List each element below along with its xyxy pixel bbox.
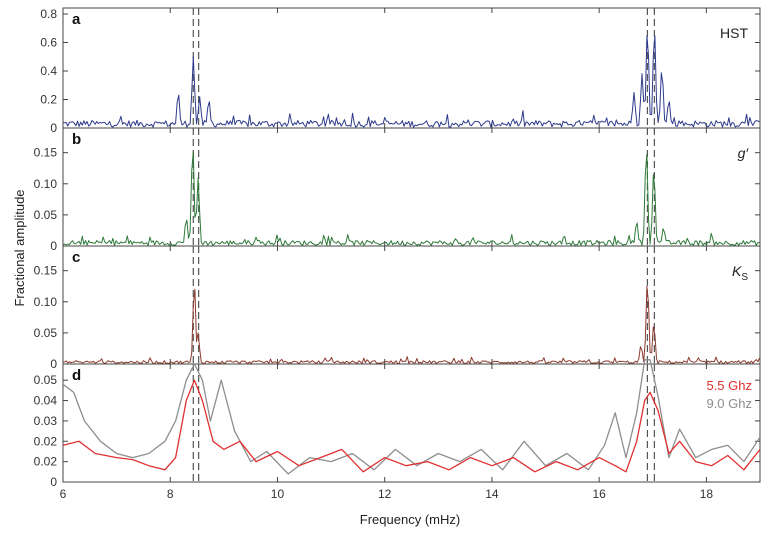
y-tick-label: 0.10 [34, 177, 58, 191]
panel-letter: c [72, 249, 80, 266]
y-tick-label: 0.15 [34, 264, 58, 278]
y-tick-label: 0.03 [34, 414, 58, 428]
spectrum-line [62, 35, 760, 128]
panel-letter: b [72, 131, 81, 148]
x-tick-label: 14 [485, 487, 499, 501]
spectrum-line [62, 286, 760, 365]
x-axis-label: Frequency (mHz) [360, 512, 460, 527]
panel-tag: g′ [738, 145, 750, 161]
panel-d: 0 0.02 0.02 0.03 0.04 0.05 5.5 Ghz 9.0 Ghz d [34, 359, 761, 489]
y-tick-label: 0.10 [34, 295, 58, 309]
panel-tag: HST [720, 25, 748, 41]
x-tick-label: 12 [378, 487, 392, 501]
panel-frame [62, 127, 761, 247]
y-tick-label: 0.15 [34, 146, 58, 160]
y-tick-label: 0.6 [40, 36, 57, 50]
y-tick-label: 0 [50, 239, 57, 253]
x-tick-label: 16 [592, 487, 606, 501]
panel-a: 0 0.2 0.4 0.6 0.8 a HST [40, 7, 761, 135]
panels: 0 0.2 0.4 0.6 0.8 a HST 0 0.05 0.10 0.15 b g′ 0 0.05 0.… [34, 7, 761, 501]
x-tick-label: 6 [60, 487, 67, 501]
y-tick-label: 0.8 [40, 7, 57, 21]
x-tick-label: 18 [700, 487, 714, 501]
y-tick-label: 0.4 [40, 64, 57, 78]
y-axis-label: Fractional amplitude [12, 189, 27, 306]
y-tick-label: 0.02 [34, 434, 58, 448]
y-tick-label: 0.2 [40, 93, 57, 107]
panel-letter: a [72, 11, 81, 28]
panel-b: 0 0.05 0.10 0.15 b g′ [34, 127, 761, 253]
panel-c: 0 0.05 0.10 0.15 c KS [34, 245, 761, 371]
series-line-9.0-ghz [62, 359, 761, 475]
y-tick-label: 0.04 [34, 394, 58, 408]
y-tick-label: 0 [50, 357, 57, 371]
legend-entry: 9.0 Ghz [706, 396, 752, 411]
panel-frame [62, 363, 761, 483]
panel-letter: d [72, 367, 81, 384]
x-axis: 6 8 10 12 14 16 18 [60, 487, 714, 501]
x-tick-label: 10 [271, 487, 285, 501]
panel-tag: KS [732, 263, 748, 283]
x-tick-label: 8 [167, 487, 174, 501]
spectrum-line [62, 150, 760, 246]
y-tick-label: 0.05 [34, 373, 58, 387]
y-tick-label: 0 [50, 475, 57, 489]
y-tick-label: 0.02 [34, 455, 58, 469]
y-tick-label: 0 [50, 121, 57, 135]
series-line-5.5-ghz [62, 379, 761, 473]
y-tick-label: 0.05 [34, 326, 58, 340]
y-tick-label: 0.05 [34, 208, 58, 222]
legend-entry: 5.5 Ghz [706, 378, 752, 393]
